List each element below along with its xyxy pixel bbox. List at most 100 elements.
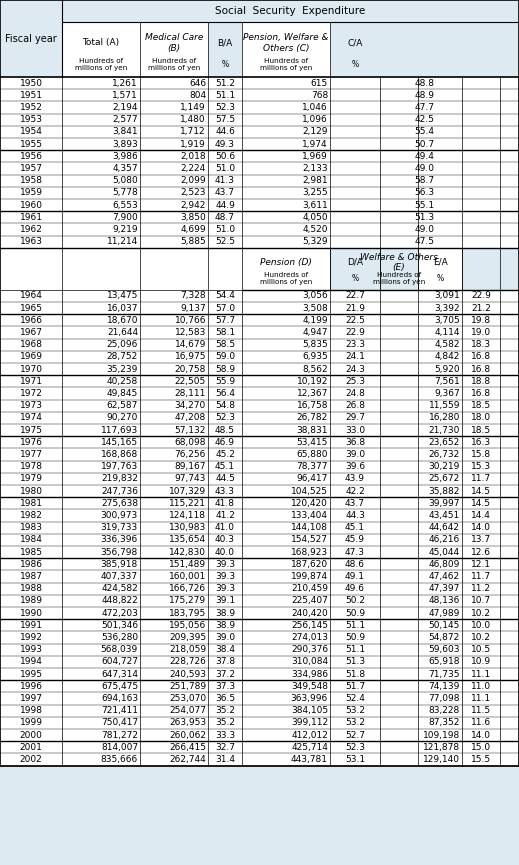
Text: 38.4: 38.4 xyxy=(215,645,235,654)
Text: 52.3: 52.3 xyxy=(215,413,235,422)
Text: 50,145: 50,145 xyxy=(429,621,460,630)
Text: 43.9: 43.9 xyxy=(345,474,365,484)
Text: 39.3: 39.3 xyxy=(215,572,235,581)
Text: 44,642: 44,642 xyxy=(429,523,460,532)
Text: 41.0: 41.0 xyxy=(215,523,235,532)
Text: 1995: 1995 xyxy=(20,670,43,679)
Bar xyxy=(62,0,519,22)
Text: 1986: 1986 xyxy=(20,560,43,569)
Bar xyxy=(0,302,519,314)
Text: 2,942: 2,942 xyxy=(181,201,206,209)
Text: 22,505: 22,505 xyxy=(175,377,206,386)
Text: 336,396: 336,396 xyxy=(101,535,138,544)
Text: 536,280: 536,280 xyxy=(101,633,138,642)
Bar xyxy=(0,705,519,717)
Text: 424,582: 424,582 xyxy=(101,584,138,593)
Text: 1987: 1987 xyxy=(20,572,43,581)
Text: 51.0: 51.0 xyxy=(215,225,235,234)
Text: 1952: 1952 xyxy=(20,103,43,112)
Text: 16.8: 16.8 xyxy=(471,389,491,398)
Text: 51.2: 51.2 xyxy=(215,79,235,87)
Text: 21,730: 21,730 xyxy=(429,426,460,434)
Bar xyxy=(0,717,519,729)
Text: 55.4: 55.4 xyxy=(415,127,434,137)
Text: 4,199: 4,199 xyxy=(303,316,328,324)
Text: 44.6: 44.6 xyxy=(215,127,235,137)
Text: 38.9: 38.9 xyxy=(215,609,235,618)
Text: 39.6: 39.6 xyxy=(345,462,365,471)
Text: 90,270: 90,270 xyxy=(106,413,138,422)
Text: 26,732: 26,732 xyxy=(429,450,460,459)
Text: 6,553: 6,553 xyxy=(112,201,138,209)
Text: 16,975: 16,975 xyxy=(174,352,206,362)
Bar xyxy=(0,235,519,247)
Text: 38.9: 38.9 xyxy=(215,621,235,630)
Text: 3,255: 3,255 xyxy=(303,189,328,197)
Text: 349,548: 349,548 xyxy=(291,682,328,691)
Text: 166,726: 166,726 xyxy=(169,584,206,593)
Text: 57.7: 57.7 xyxy=(215,316,235,324)
Text: 2,981: 2,981 xyxy=(303,176,328,185)
Text: 1972: 1972 xyxy=(20,389,43,398)
Text: 120,420: 120,420 xyxy=(291,499,328,508)
Text: C/A: C/A xyxy=(347,38,363,48)
Text: 43.7: 43.7 xyxy=(215,189,235,197)
Text: 240,420: 240,420 xyxy=(291,609,328,618)
Text: 694,163: 694,163 xyxy=(101,694,138,703)
Text: 37.3: 37.3 xyxy=(215,682,235,691)
Text: 12.1: 12.1 xyxy=(471,560,491,569)
Text: 10.2: 10.2 xyxy=(471,633,491,642)
Text: 472,203: 472,203 xyxy=(101,609,138,618)
Text: 1971: 1971 xyxy=(20,377,43,386)
Text: 399,112: 399,112 xyxy=(291,719,328,727)
Bar xyxy=(462,247,500,290)
Text: 1992: 1992 xyxy=(20,633,43,642)
Text: 51.7: 51.7 xyxy=(345,682,365,691)
Text: 7,561: 7,561 xyxy=(434,377,460,386)
Text: 135,654: 135,654 xyxy=(169,535,206,544)
Text: 28,111: 28,111 xyxy=(174,389,206,398)
Text: 5,885: 5,885 xyxy=(180,237,206,247)
Bar xyxy=(0,753,519,766)
Text: 1981: 1981 xyxy=(20,499,43,508)
Text: 10.7: 10.7 xyxy=(471,596,491,605)
Text: 334,986: 334,986 xyxy=(291,670,328,679)
Text: Total (A): Total (A) xyxy=(83,38,119,48)
Text: 51.1: 51.1 xyxy=(345,621,365,630)
Bar xyxy=(0,692,519,705)
Text: 16.8: 16.8 xyxy=(471,365,491,374)
Text: 49.3: 49.3 xyxy=(215,139,235,149)
Text: 15.5: 15.5 xyxy=(471,755,491,764)
Text: 47,989: 47,989 xyxy=(429,609,460,618)
Text: 19.8: 19.8 xyxy=(471,316,491,324)
Text: 29.7: 29.7 xyxy=(345,413,365,422)
Text: 781,272: 781,272 xyxy=(101,731,138,740)
Text: 384,105: 384,105 xyxy=(291,706,328,715)
Text: 124,118: 124,118 xyxy=(169,511,206,520)
Text: 1958: 1958 xyxy=(20,176,43,185)
Bar xyxy=(0,460,519,473)
Text: 1,974: 1,974 xyxy=(303,139,328,149)
Text: 363,996: 363,996 xyxy=(291,694,328,703)
Text: 54.4: 54.4 xyxy=(215,292,235,300)
Text: 1985: 1985 xyxy=(20,548,43,556)
Text: 44.5: 44.5 xyxy=(215,474,235,484)
Text: 604,727: 604,727 xyxy=(101,657,138,666)
Text: 39,997: 39,997 xyxy=(429,499,460,508)
Text: D/A: D/A xyxy=(347,258,363,267)
Text: 3,850: 3,850 xyxy=(180,213,206,221)
Text: 18,670: 18,670 xyxy=(106,316,138,324)
Text: 87,352: 87,352 xyxy=(429,719,460,727)
Text: 3,392: 3,392 xyxy=(434,304,460,312)
Text: 814,007: 814,007 xyxy=(101,743,138,752)
Bar xyxy=(0,436,519,448)
Bar xyxy=(0,151,519,163)
Text: 3,705: 3,705 xyxy=(434,316,460,324)
Bar xyxy=(0,0,519,77)
Text: 1973: 1973 xyxy=(20,401,43,410)
Text: 15.0: 15.0 xyxy=(471,743,491,752)
Text: Pension, Welfare &
Others (C): Pension, Welfare & Others (C) xyxy=(243,33,329,53)
Text: 646: 646 xyxy=(189,79,206,87)
Text: 1951: 1951 xyxy=(20,91,43,99)
Text: 45,044: 45,044 xyxy=(429,548,460,556)
